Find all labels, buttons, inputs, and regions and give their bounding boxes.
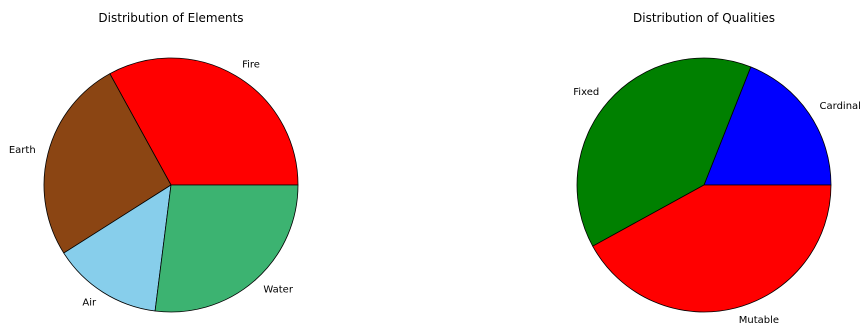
chart-title-elements: Distribution of Elements: [98, 11, 243, 25]
pie-label-water: Water: [263, 284, 293, 295]
pie-label-cardinal: Cardinal: [820, 101, 861, 112]
pie-labels: Cardinal Fixed Mutable: [573, 87, 861, 326]
pie-label-mutable: Mutable: [739, 315, 779, 326]
pie-slice-cardinal: [703, 66, 832, 186]
pie-labels: Fire Earth Air Water: [9, 59, 294, 308]
pie-slice-mutable: [592, 184, 832, 313]
pie-chart-elements: Distribution of Elements Fire Earth Air Wat…: [9, 11, 299, 313]
pie-label-earth: Earth: [9, 145, 36, 156]
pie-slices: [576, 57, 832, 313]
pie-label-air: Air: [82, 297, 97, 308]
pie-slice-fixed: [576, 57, 752, 247]
pie-slice-fire: [109, 57, 299, 186]
pie-label-fixed: Fixed: [573, 87, 599, 98]
pie-label-fire: Fire: [242, 59, 260, 70]
pie-slice-earth: [43, 73, 172, 254]
chart-title-qualities: Distribution of Qualities: [633, 11, 775, 25]
pie-slice-water: [154, 184, 299, 313]
pie-chart-qualities: Distribution of Qualities Cardinal Fixed M…: [573, 11, 861, 326]
pie-slice-air: [63, 184, 172, 312]
pie-slices: [43, 57, 299, 313]
